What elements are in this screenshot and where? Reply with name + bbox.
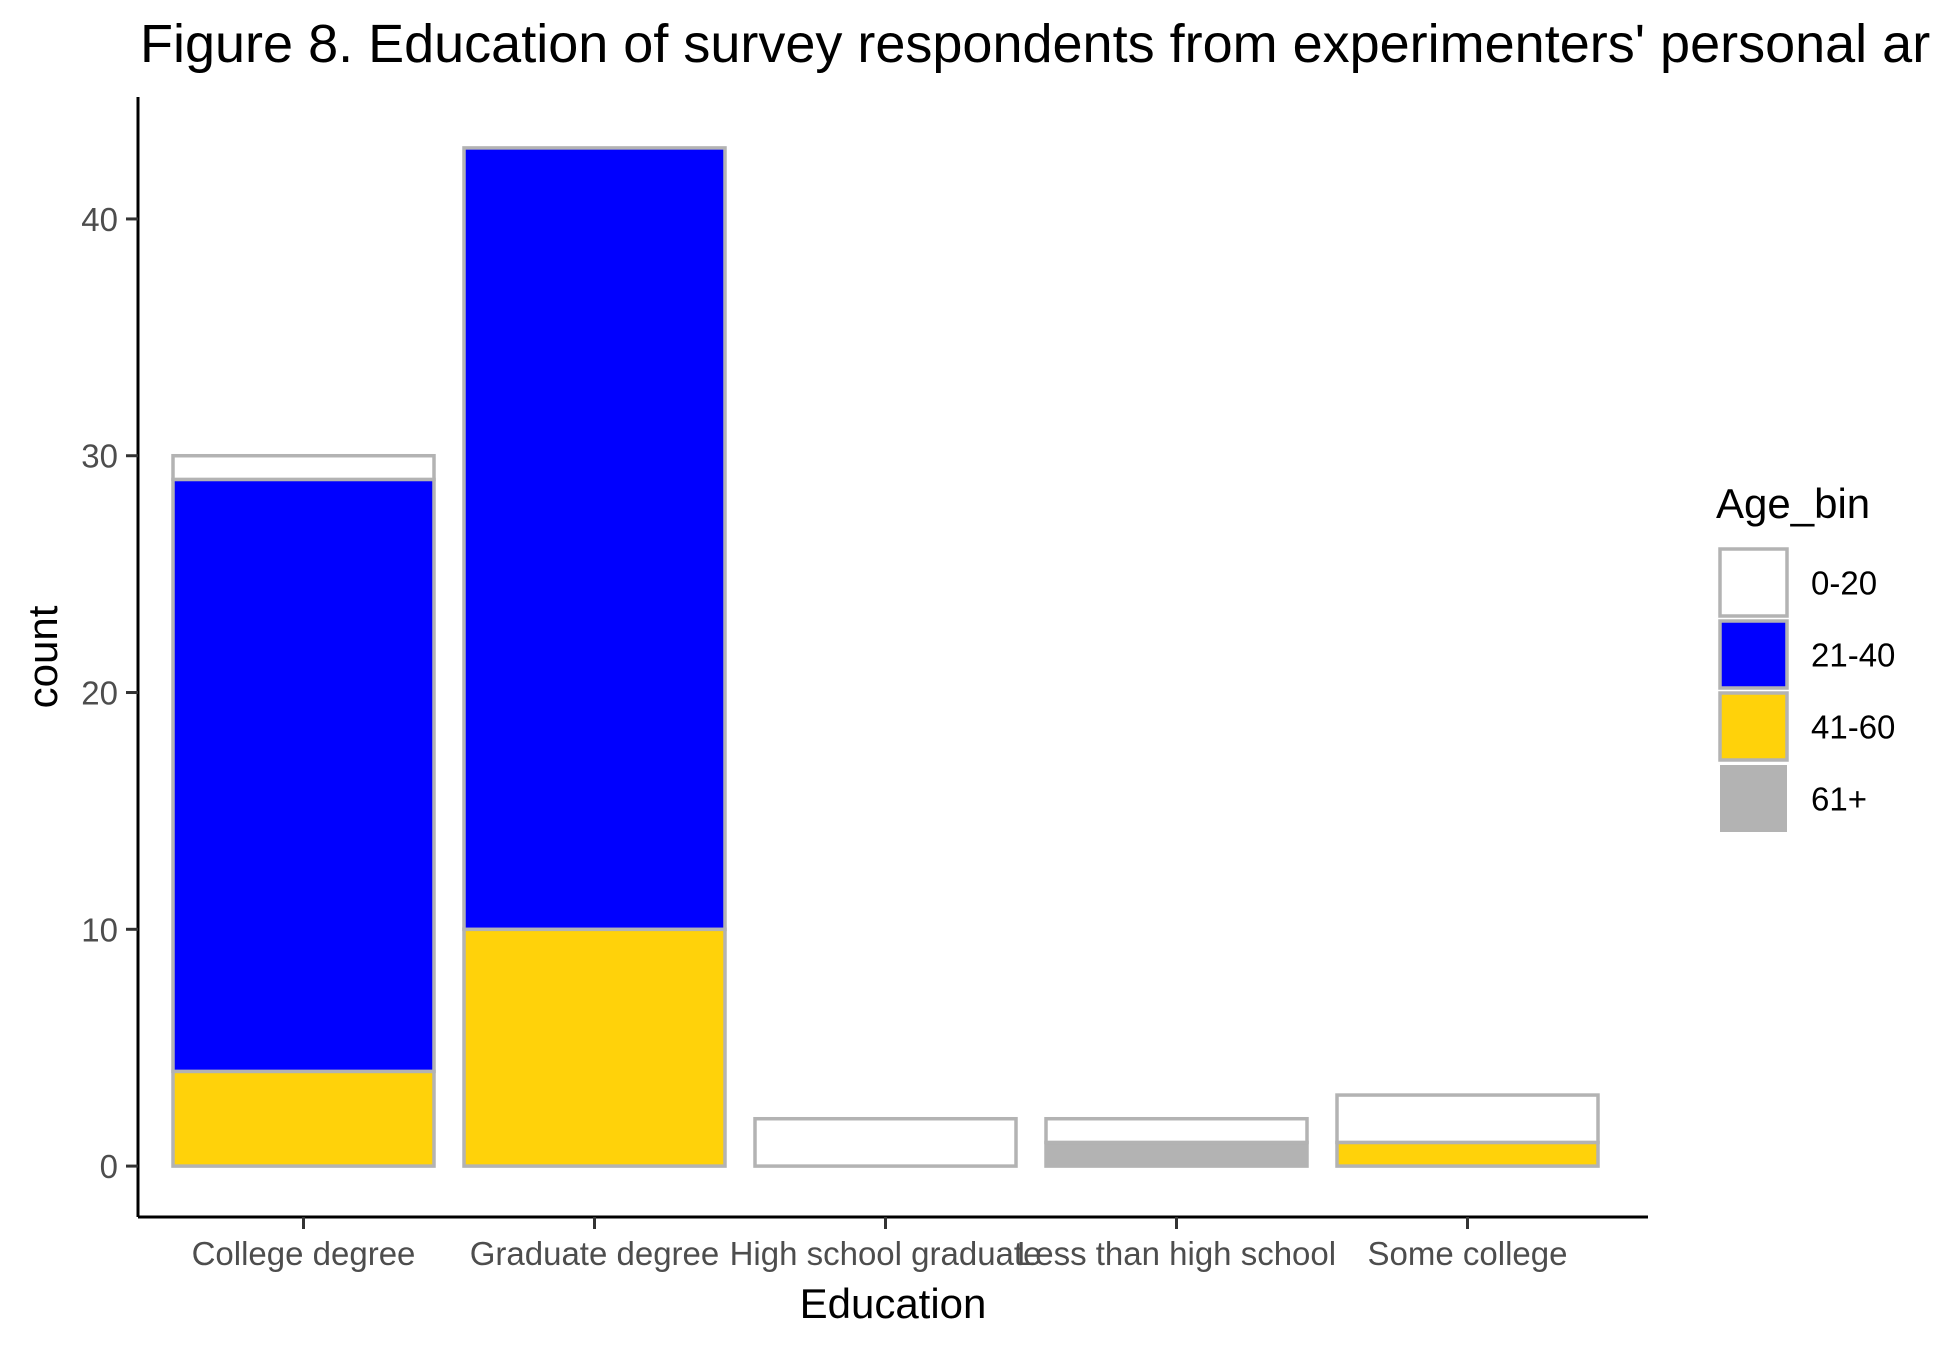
bars-layer [171,146,1600,1168]
bar-segment [1044,1116,1309,1145]
y-ticks: 0 10 20 30 40 [81,201,138,1185]
bar-segment [1044,1140,1309,1168]
x-tick-label: Graduate degree [470,1235,720,1272]
bar-segment [753,1116,1018,1168]
bar-segment [462,146,727,932]
y-tick-label: 20 [81,675,118,712]
legend-key [1718,691,1789,762]
y-tick-label: 0 [100,1148,118,1185]
legend-key [1718,547,1789,618]
x-tick-label: High school graduate [730,1235,1042,1272]
bar-segment [171,1069,436,1168]
x-tick-label: Less than high school [1017,1235,1336,1272]
bar-segment [171,453,436,482]
y-tick-label: 40 [81,201,118,238]
legend-key [1720,765,1787,832]
legend-items: 0-20 21-40 41-60 61+ [1718,547,1895,832]
bar-segment [171,477,436,1074]
bar-segment [1335,1093,1600,1145]
legend-title: Age_bin [1716,480,1870,527]
bar-segment [462,927,727,1168]
chart-title: Figure 8. Education of survey respondent… [140,14,1930,74]
legend-key [1718,619,1789,690]
legend-label: 21-40 [1811,637,1895,674]
x-tick-label: College degree [192,1235,416,1272]
y-axis-title: count [19,605,66,708]
legend: Age_bin 0-20 21-40 41-60 61+ [1716,480,1895,832]
axes-layer [136,97,1648,1219]
x-tick-label: Some college [1368,1235,1568,1272]
legend-label: 41-60 [1811,709,1895,746]
y-tick-label: 10 [81,911,118,948]
bar-segment [1335,1140,1600,1168]
legend-label: 61+ [1811,781,1867,818]
x-axis-title: Education [800,1280,987,1327]
y-tick-label: 30 [81,438,118,475]
x-ticks: College degree Graduate degree High school… [192,1217,1568,1272]
legend-label: 0-20 [1811,565,1877,602]
